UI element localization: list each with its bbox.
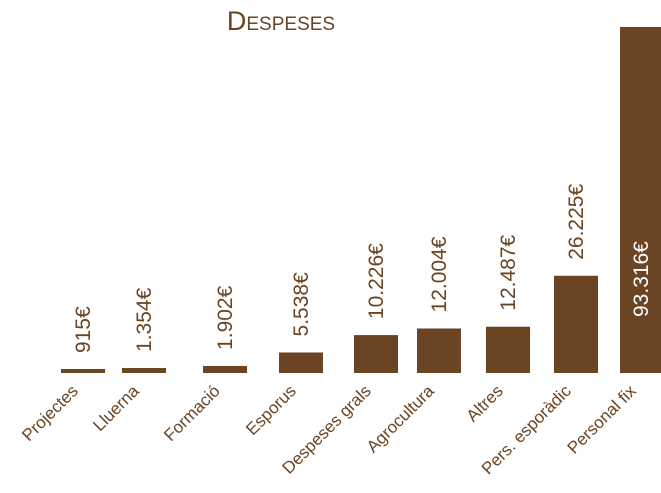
value-label: 26.225€ [565,184,588,260]
value-label: 5.538€ [290,272,313,337]
value-label: 915€ [72,306,95,353]
category-label: Formació [160,381,224,445]
value-label: 1.354€ [133,287,156,352]
value-label: 93.316€ [630,241,653,317]
category-label: Altres [463,381,507,425]
chart-title: Despeses [227,6,335,36]
bar-altres [486,326,530,373]
bar-pers-espor-dic [554,275,598,373]
value-labels-group: 915€ 1.354€ 1.902€ 5.538€ 10.226€ 12.004€ 12.4… [72,184,653,353]
category-label: Agrocultura [363,381,438,456]
bar-projectes [61,369,105,373]
category-label: Personal fix [564,381,641,458]
value-label: 12.487€ [497,234,520,310]
value-label: 1.902€ [214,285,237,350]
category-label: Projectes [18,381,82,445]
bars-group [61,27,661,373]
value-label: 10.226€ [365,243,388,319]
bar-formaci- [203,365,247,373]
bar-agrocultura [417,328,461,373]
bar-lluerna [122,367,166,373]
bar-personal-fix [620,27,661,373]
category-labels-group: Projectes Lluerna Formació EsporusDespeses … [18,381,640,478]
bar-despeses-grals [354,335,398,373]
category-label: Lluerna [89,381,143,435]
bar-esporus [279,352,323,373]
value-label: 12.004€ [428,236,451,312]
category-label: Esporus [242,381,300,439]
